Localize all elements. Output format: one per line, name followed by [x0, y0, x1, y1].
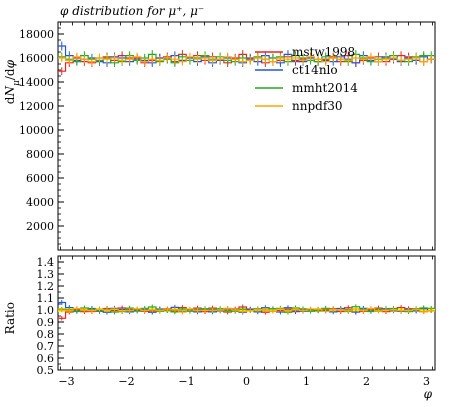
- series-nnpdf30: [58, 52, 435, 66]
- main-y-tick-label: 12000: [19, 100, 54, 113]
- main-x-ticks: [60, 22, 433, 250]
- main-y-tick-label: 6000: [26, 172, 54, 185]
- ratio-y-tick-label: 1.4: [37, 256, 55, 269]
- main-y-tick-label: 14000: [19, 76, 54, 89]
- ratio-x-tick-label: 1: [303, 375, 310, 388]
- ratio-x-tick-label: 0: [243, 375, 250, 388]
- legend-label-ct14nlo: ct14nlo: [292, 63, 338, 77]
- ratio-panel-frame: [57, 255, 436, 371]
- main-y-axis-label: dNμ/dφ: [3, 59, 22, 104]
- main-y-tick-label: 18000: [19, 28, 54, 41]
- ratio-y-tick-label: 0.7: [37, 340, 55, 353]
- chart-title: φ distribution for μ⁺, μ⁻: [60, 4, 204, 18]
- legend-label-mmht2014: mmht2014: [292, 81, 358, 95]
- ratio-x-tick-label: 3: [423, 375, 430, 388]
- ratio-y-tick-label: 0.6: [37, 352, 55, 365]
- legend-label-nnpdf30: nnpdf30: [292, 99, 343, 113]
- main-y-ticks: 2000 4000 6000 8000 10000 12000 14000 16000 1800…: [19, 27, 64, 245]
- main-series: [58, 41, 435, 76]
- main-panel: 2000 4000 6000 8000 10000 12000 14000 16000 1800…: [3, 21, 436, 251]
- main-series-mmht2014-line: [58, 53, 435, 64]
- ratio-x-tick-label: −3: [58, 375, 74, 388]
- ratio-y-tick-label: 1.2: [37, 280, 55, 293]
- ratio-y-ticks: 0.50.60.70.80.91.01.11.21.31.4: [37, 256, 64, 377]
- legend-label-mstw1998: mstw1998: [292, 45, 355, 59]
- main-y-tick-label: 10000: [19, 124, 54, 137]
- ratio-x-ticks: −3 −2 −1 0 1 2 3: [58, 256, 433, 388]
- ratio-x-tick-label: −2: [118, 375, 134, 388]
- legend: mstw1998 ct14nlo mmht2014 nnpdf30: [255, 45, 358, 113]
- x-axis-label: φ: [424, 387, 433, 401]
- ratio-y-tick-label: 0.5: [37, 364, 55, 377]
- ratio-x-tick-label: −1: [178, 375, 194, 388]
- ratio-series: [58, 299, 435, 321]
- ratio-y-tick-label: 1.1: [37, 292, 55, 305]
- main-y-tick-label: 4000: [26, 196, 54, 209]
- ratio-x-tick-label: 2: [363, 375, 370, 388]
- ratio-y-tick-label: 1.3: [37, 268, 55, 281]
- ratio-series-nnpdf30: [58, 305, 435, 315]
- ratio-y-axis-label: Ratio: [3, 302, 17, 334]
- main-y-tick-label: 2000: [26, 220, 54, 233]
- main-y-tick-label: 16000: [19, 52, 54, 65]
- main-y-tick-label: 8000: [26, 148, 54, 161]
- ratio-y-tick-label: 0.8: [37, 328, 55, 341]
- ratio-y-tick-label: 1.0: [37, 304, 55, 317]
- ratio-panel: 0.50.60.70.80.91.01.11.21.31.4 −3 −2 −1 0 1 2…: [3, 255, 436, 401]
- ratio-y-tick-label: 0.9: [37, 316, 55, 329]
